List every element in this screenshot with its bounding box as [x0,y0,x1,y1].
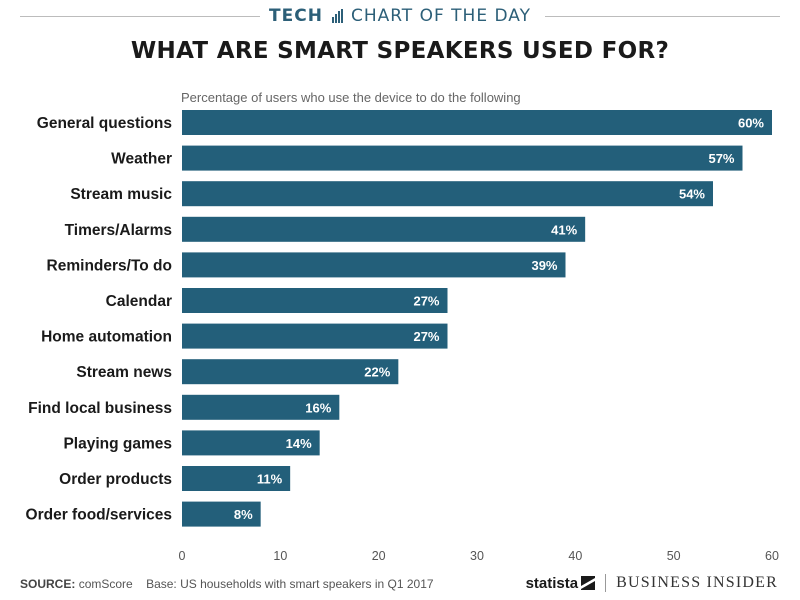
source-key: SOURCE: [20,577,76,591]
chart-title: WHAT ARE SMART SPEAKERS USED FOR? [130,38,670,64]
value-label-9: 14% [286,436,312,451]
category-label-6: Home automation [41,329,172,346]
bar-11 [182,501,261,527]
value-label-7: 22% [364,365,390,380]
x-tick-label-1: 10 [273,549,287,563]
bar-7 [182,359,399,385]
bar-8 [182,394,340,420]
bar-1 [182,145,743,171]
value-label-11: 8% [234,507,253,522]
chart-footer: SOURCE: comScore Base: US households wit… [20,577,434,591]
x-tick-label-3: 30 [470,549,484,563]
x-tick-label-5: 50 [667,549,681,563]
business-insider-logo: BUSINESS INSIDER [616,574,778,591]
x-tick-label-4: 40 [568,549,582,563]
bar-chart-icon [331,9,344,23]
category-label-2: Stream music [70,186,172,203]
x-tick-label-6: 60 [765,549,779,563]
category-label-11: Order food/services [26,507,172,524]
value-label-0: 60% [738,116,764,131]
category-label-5: Calendar [106,293,172,310]
category-label-4: Reminders/To do [47,257,172,274]
statista-logo: statista [526,575,596,592]
value-label-5: 27% [413,294,439,309]
banner-rule-left [20,16,260,17]
publisher-logos: statista BUSINESS INSIDER [526,574,778,592]
bar-3 [182,216,586,242]
value-label-6: 27% [413,329,439,344]
bar-5 [182,288,448,313]
value-label-1: 57% [708,151,734,166]
bar-9 [182,430,320,456]
category-label-8: Find local business [28,400,172,417]
statista-mark-icon [581,576,596,590]
category-label-9: Playing games [63,435,172,452]
series-label: CHART OF THE DAY [350,6,531,26]
value-label-2: 54% [679,187,705,202]
chart-subtitle: Percentage of users who use the device t… [181,90,521,105]
x-tick-label-2: 20 [372,549,386,563]
statista-wordmark: statista [525,574,579,592]
x-tick-label-0: 0 [179,549,186,563]
bar-10 [182,466,291,491]
category-label-7: Stream news [76,364,172,381]
bar-2 [182,181,713,207]
logo-divider [605,574,607,592]
category-label-0: General questions [37,115,172,132]
category-label-1: Weather [111,151,172,168]
chart-of-the-day-banner: TECH CHART OF THE DAY [0,3,800,29]
base-note: Base: US households with smart speakers … [146,577,434,591]
bar-4 [182,252,566,278]
category-label-10: Order products [59,471,172,488]
value-label-3: 41% [551,222,577,237]
source-name: comScore [78,577,133,591]
bar-6 [182,323,448,349]
value-label-4: 39% [531,258,557,273]
brand-label: TECH [269,6,323,26]
banner-rule-right [545,16,780,17]
value-label-10: 11% [257,472,283,487]
value-label-8: 16% [305,400,331,415]
bar-0 [182,110,772,135]
category-label-3: Timers/Alarms [65,222,172,239]
